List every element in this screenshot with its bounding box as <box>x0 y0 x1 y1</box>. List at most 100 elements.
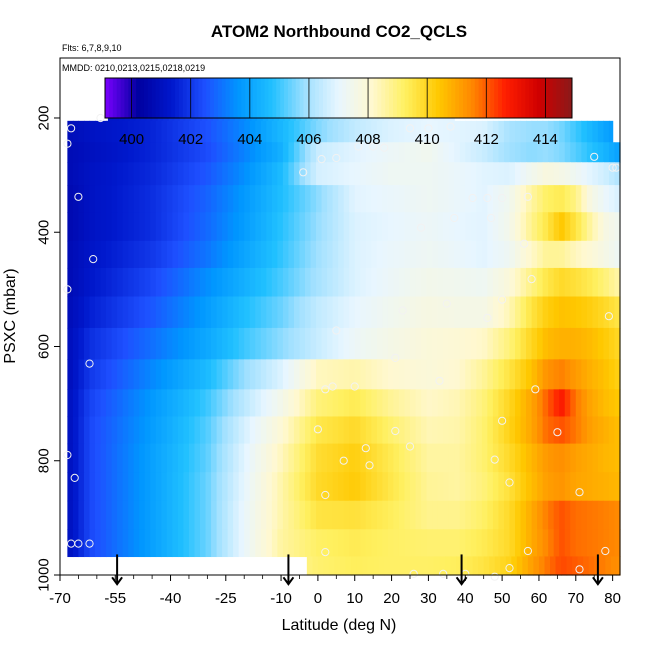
heat-cell <box>553 142 560 163</box>
heat-cell <box>520 389 527 418</box>
heat-cell <box>72 327 80 360</box>
heat-cell <box>520 185 527 213</box>
heat-cell <box>349 267 356 298</box>
colorbar-swatch <box>140 78 145 118</box>
heat-cell <box>139 296 146 329</box>
heat-cell <box>260 267 267 298</box>
heat-cell <box>404 443 411 473</box>
heat-cell <box>487 142 494 163</box>
heat-cell <box>288 327 295 360</box>
heat-cell <box>222 212 229 242</box>
sample-circle <box>321 490 330 500</box>
sample-circle <box>446 122 455 131</box>
heat-cell <box>421 389 428 418</box>
colorbar-swatch <box>501 78 507 118</box>
heat-cell <box>564 240 571 269</box>
heat-cell <box>106 389 113 418</box>
colorbar-tick-label: 400 <box>119 131 144 148</box>
heat-cell <box>459 162 466 186</box>
heat-cell <box>238 142 245 163</box>
heat-cell <box>172 185 179 213</box>
heat-cell <box>487 212 494 242</box>
heat-cell <box>117 416 124 445</box>
heat-cell <box>216 185 223 213</box>
heat-cell <box>244 500 251 530</box>
heat-cell <box>564 359 571 390</box>
heat-cell <box>614 416 621 445</box>
heat-cell <box>222 185 229 213</box>
heat-cell <box>481 120 488 143</box>
heat-cell <box>327 359 334 390</box>
heat-cell <box>382 240 389 269</box>
heat-cell <box>382 120 389 143</box>
heat-cell <box>205 296 212 329</box>
heat-cell <box>503 443 511 473</box>
colorbar-swatch <box>560 78 565 118</box>
heat-cell <box>553 296 560 329</box>
heat-cell <box>144 443 151 473</box>
heat-cell <box>227 142 234 163</box>
colorbar-swatch <box>568 78 573 118</box>
heat-cell <box>288 142 295 163</box>
colorbar-swatch <box>194 78 199 118</box>
heat-cell <box>271 529 278 558</box>
heat-cell <box>564 327 571 360</box>
heat-cell <box>570 142 577 163</box>
heat-cell <box>183 416 190 445</box>
heat-cell <box>288 267 295 298</box>
heat-cell <box>89 416 96 445</box>
heat-cell <box>481 359 488 390</box>
heat-cell <box>255 296 262 329</box>
heat-cell <box>520 142 527 163</box>
heat-cell <box>299 240 306 269</box>
colorbar-tick-label: 402 <box>178 131 203 148</box>
heat-cell <box>498 389 505 418</box>
heat-cell <box>476 472 483 502</box>
heat-cell <box>205 120 212 143</box>
heat-cell <box>428 556 435 576</box>
heat-cell <box>128 472 135 502</box>
colorbar-swatch <box>338 78 343 118</box>
colorbar-swatch <box>241 78 246 118</box>
heat-cell <box>538 556 546 576</box>
heat-cell <box>260 240 267 269</box>
heat-cell <box>338 416 345 445</box>
heat-cell <box>150 267 157 298</box>
heat-cell <box>133 529 140 558</box>
heat-cell <box>122 529 129 558</box>
heat-cell <box>415 389 422 418</box>
heat-cell <box>249 327 256 360</box>
heat-cell <box>470 472 477 502</box>
heat-cell <box>106 443 113 473</box>
heat-cell <box>299 472 306 502</box>
heat-cell <box>255 120 262 143</box>
heat-cell <box>421 529 428 558</box>
heat-cell <box>443 443 450 473</box>
heat-cell <box>415 472 422 502</box>
heat-cell <box>144 416 151 445</box>
heat-cell <box>117 472 124 502</box>
heat-cell <box>139 120 146 143</box>
heat-cell <box>216 142 223 163</box>
heat-cell <box>310 443 317 473</box>
heat-cell <box>360 120 367 143</box>
heat-cell <box>100 142 107 163</box>
heat-cell <box>505 556 512 576</box>
heat-cell <box>526 443 533 473</box>
colorbar-swatch <box>521 78 526 118</box>
heat-cell <box>367 556 374 576</box>
heat-cell <box>271 212 278 242</box>
heat-cell <box>117 529 124 558</box>
heat-cell <box>531 443 538 473</box>
heat-cell <box>144 120 151 143</box>
heat-cell <box>312 556 319 576</box>
heat-cell <box>450 556 457 576</box>
heat-cell <box>371 185 378 213</box>
heat-cell <box>415 327 422 360</box>
heat-cell <box>376 142 383 163</box>
heat-cell <box>387 185 395 213</box>
heat-cell <box>526 240 533 269</box>
heat-cell <box>398 472 406 502</box>
colorbar-swatch <box>108 78 114 118</box>
heat-cell <box>410 162 417 186</box>
